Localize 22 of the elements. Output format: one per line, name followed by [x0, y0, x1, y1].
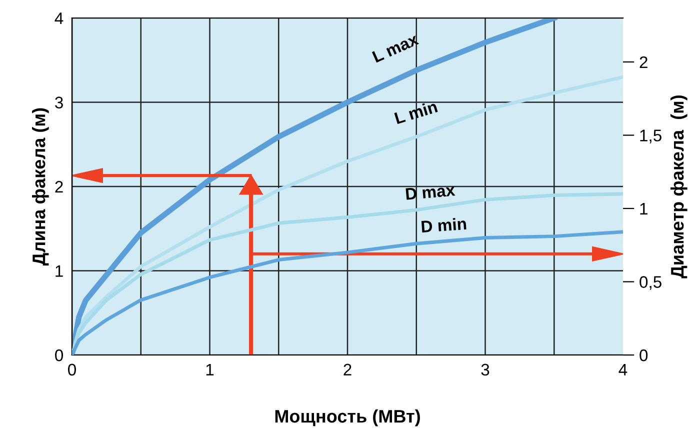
x-tick-label: 2 [344, 364, 352, 376]
x-tick-label: 3 [481, 364, 490, 376]
y-tick-label: 2 [55, 180, 63, 193]
y-tick-label: 4 [54, 12, 64, 24]
y2-tick-label: 2 [640, 56, 648, 68]
y2-tick-label: 1 [640, 203, 648, 215]
series-label: D min [421, 217, 466, 232]
y-axis-title: Длина факела (м) [32, 108, 49, 266]
y-tick-label: 1 [56, 265, 63, 277]
x-tick-label: 0 [68, 364, 76, 376]
y2-tick-label: 0 [640, 349, 648, 362]
x-tick-label: 1 [206, 364, 214, 376]
y2-tick-label: 1,5 [640, 130, 662, 144]
x-tick-label: 4 [618, 364, 628, 376]
text: L min [394, 100, 438, 124]
y2-axis-title: Диаметр факела (м) [670, 95, 688, 278]
y2-tick-label: 0,5 [640, 276, 662, 290]
text: L max [372, 33, 420, 63]
y-tick-label: 0 [55, 349, 64, 362]
y-tick-label: 3 [55, 96, 63, 108]
series-label: D max [406, 184, 456, 200]
x-axis-title: Мощность (МВт) [275, 409, 420, 426]
